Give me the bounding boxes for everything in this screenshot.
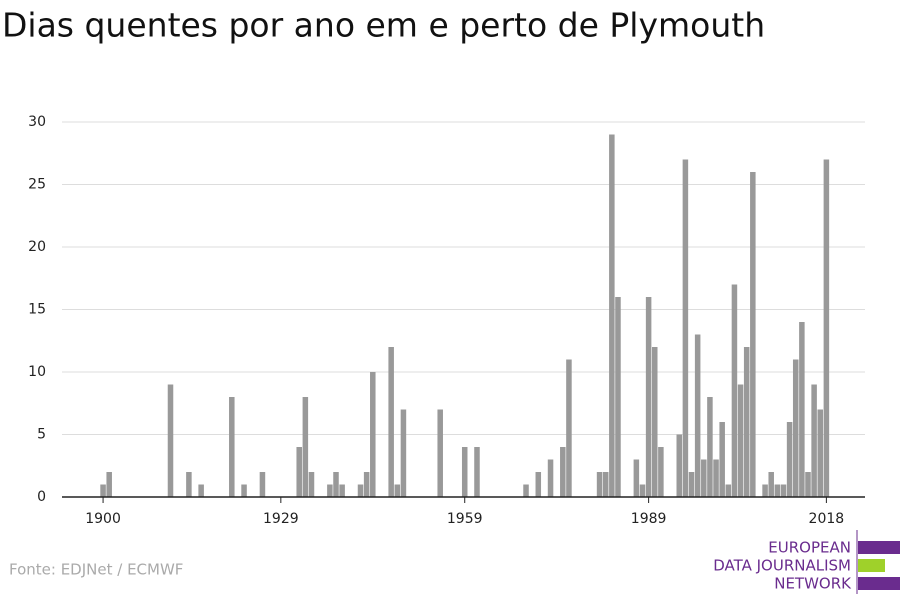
logo-bar: [858, 559, 885, 572]
chart-title: Dias quentes por ano em e perto de Plymo…: [2, 6, 765, 45]
bar: [719, 422, 725, 497]
bar: [357, 484, 364, 497]
bar: [186, 472, 192, 497]
x-tick-label: 1929: [263, 511, 299, 527]
bar: [743, 347, 750, 497]
y-tick-label: 30: [28, 114, 46, 130]
bar: [535, 472, 542, 497]
bar: [737, 384, 744, 497]
bar: [701, 459, 707, 497]
logo-text: EUROPEAN: [768, 539, 851, 557]
bar: [106, 472, 112, 497]
y-tick-label: 25: [28, 177, 46, 193]
bar: [327, 484, 333, 497]
bar: [792, 359, 799, 497]
y-tick-label: 15: [28, 302, 46, 318]
bar: [437, 409, 443, 497]
bar: [302, 397, 309, 497]
bar: [774, 484, 781, 497]
bar: [229, 397, 235, 497]
bar: [725, 484, 732, 497]
bar: [523, 484, 529, 497]
source: Fonte: EDJNet / ECMWF: [9, 561, 183, 579]
bar: [461, 447, 468, 497]
bar: [198, 484, 204, 497]
bar: [658, 447, 664, 497]
logo-bar: [858, 541, 900, 554]
bar: [633, 459, 640, 497]
bar: [645, 297, 652, 497]
bar: [296, 447, 302, 497]
bar: [388, 347, 394, 497]
bar: [713, 459, 719, 497]
bar: [560, 447, 566, 497]
bar: [259, 472, 266, 497]
bar: [682, 159, 689, 497]
x-tick-label: 1989: [631, 511, 667, 527]
y-tick-label: 0: [37, 489, 46, 505]
bar: [694, 334, 701, 497]
bar: [609, 134, 615, 497]
bar: [615, 297, 621, 497]
bar: [676, 434, 683, 497]
bar: [547, 459, 554, 497]
y-tick-label: 10: [28, 364, 46, 380]
bar: [370, 372, 376, 497]
bar: [762, 484, 768, 497]
bar: [339, 484, 345, 497]
bar: [596, 472, 603, 497]
bar: [805, 472, 811, 497]
bar: [602, 472, 609, 497]
y-tick-label: 5: [37, 427, 46, 443]
x-tick-label: 2018: [809, 511, 845, 527]
bar: [731, 284, 738, 497]
bar: [333, 472, 339, 497]
logo-bar: [858, 577, 900, 590]
bar: [400, 409, 407, 497]
bar: [639, 484, 646, 497]
bar: [308, 472, 315, 497]
bar: [811, 384, 817, 497]
bar: [474, 447, 480, 497]
logo: EUROPEAN DATA JOURNALISM NETWORK: [713, 530, 900, 594]
bar: [768, 472, 774, 497]
bar: [394, 484, 401, 497]
bar: [823, 159, 830, 497]
bar: [707, 397, 713, 497]
bar: [799, 322, 805, 497]
bar: [817, 409, 824, 497]
bar: [780, 484, 787, 497]
y-tick-label: 20: [28, 239, 46, 255]
bar: [363, 472, 370, 497]
x-tick-label: 1900: [85, 511, 121, 527]
bar: [786, 422, 793, 497]
logo-text: NETWORK: [774, 575, 852, 593]
bar: [566, 359, 572, 497]
bar: [100, 484, 106, 497]
bar: [750, 172, 756, 497]
bar: [241, 484, 247, 497]
bar: [167, 384, 174, 497]
bar: [651, 347, 658, 497]
logo-text: DATA JOURNALISM: [713, 557, 851, 575]
bar: [688, 472, 695, 497]
x-tick-label: 1959: [447, 511, 483, 527]
